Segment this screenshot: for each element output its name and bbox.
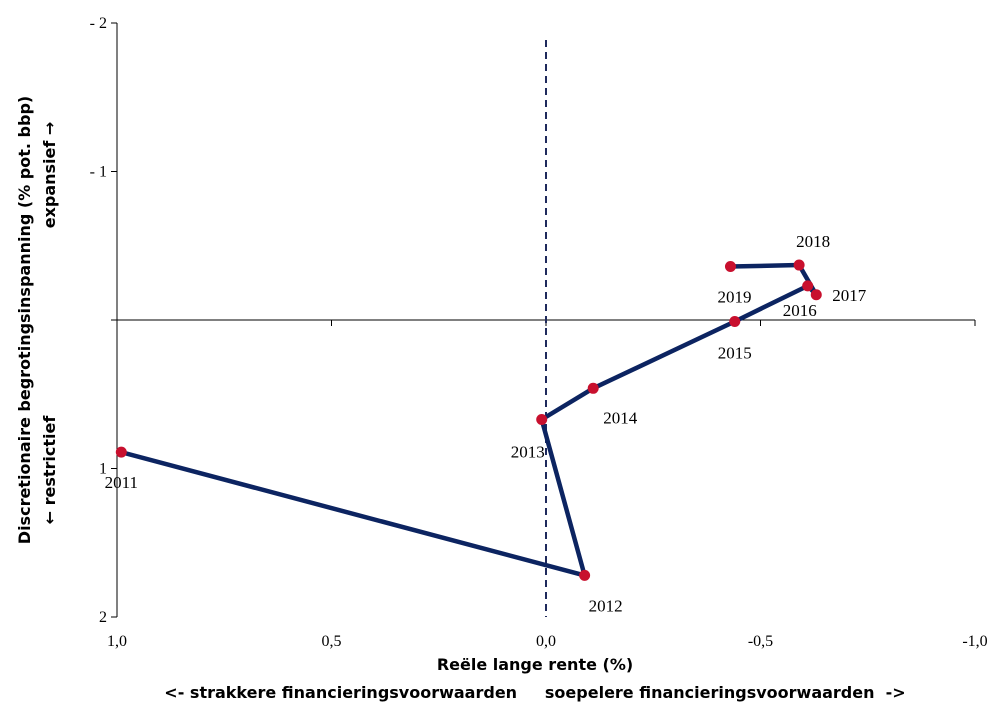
point-label-2012: 2012: [589, 596, 623, 615]
data-point-2013: [536, 413, 548, 425]
axes: [111, 22, 976, 618]
point-label-2017: 2017: [832, 286, 867, 305]
point-label-2011: 2011: [105, 473, 138, 492]
point-label-2016: 2016: [783, 301, 817, 320]
y-tick-label: 2: [99, 609, 107, 626]
data-point-2015: [729, 315, 741, 327]
data-point-2011: [115, 446, 127, 458]
data-point-2014: [587, 382, 599, 394]
y-tick-label: - 1: [90, 164, 107, 181]
x-tick-label: 0,5: [322, 633, 342, 650]
point-label-2018: 2018: [796, 232, 830, 251]
x-axis-label: Reële lange rente (%): [437, 655, 633, 674]
point-label-2014: 2014: [603, 408, 638, 427]
data-markers: [115, 259, 822, 581]
x-tick-label: 1,0: [107, 633, 127, 650]
x-tick-label: 0,0: [536, 633, 556, 650]
x-tick-label: -1,0: [962, 633, 987, 650]
point-label-2013: 2013: [511, 442, 545, 461]
data-point-2018: [793, 259, 805, 271]
point-label-2015: 2015: [718, 343, 752, 362]
x-axis-sublabel: <- strakkere financieringsvoorwaarden so…: [164, 683, 905, 702]
data-point-2019: [724, 261, 736, 273]
point-label-2019: 2019: [717, 288, 751, 307]
y-axis-label: Discretionaire begrotingsinspanning (% p…: [15, 96, 34, 544]
x-tick-label: -0,5: [748, 633, 773, 650]
data-point-2016: [802, 280, 814, 292]
y-tick-label: 1: [99, 461, 107, 478]
y-axis-label-restrictive: ← restrictief: [40, 415, 59, 525]
point-labels: 2011 2012 2013 2014 2015 2016 2017 2018 2019: [105, 232, 867, 615]
series-line: [120, 262, 819, 578]
y-tick-label: - 2: [90, 15, 107, 32]
y-axis-label-expansive: expansief →: [40, 122, 59, 229]
data-point-2017: [810, 289, 822, 301]
tick-labels: - 2 - 1 1 21,0 0,5 0,0 -0,5 -1,0: [90, 15, 988, 650]
data-point-2012: [579, 569, 591, 581]
